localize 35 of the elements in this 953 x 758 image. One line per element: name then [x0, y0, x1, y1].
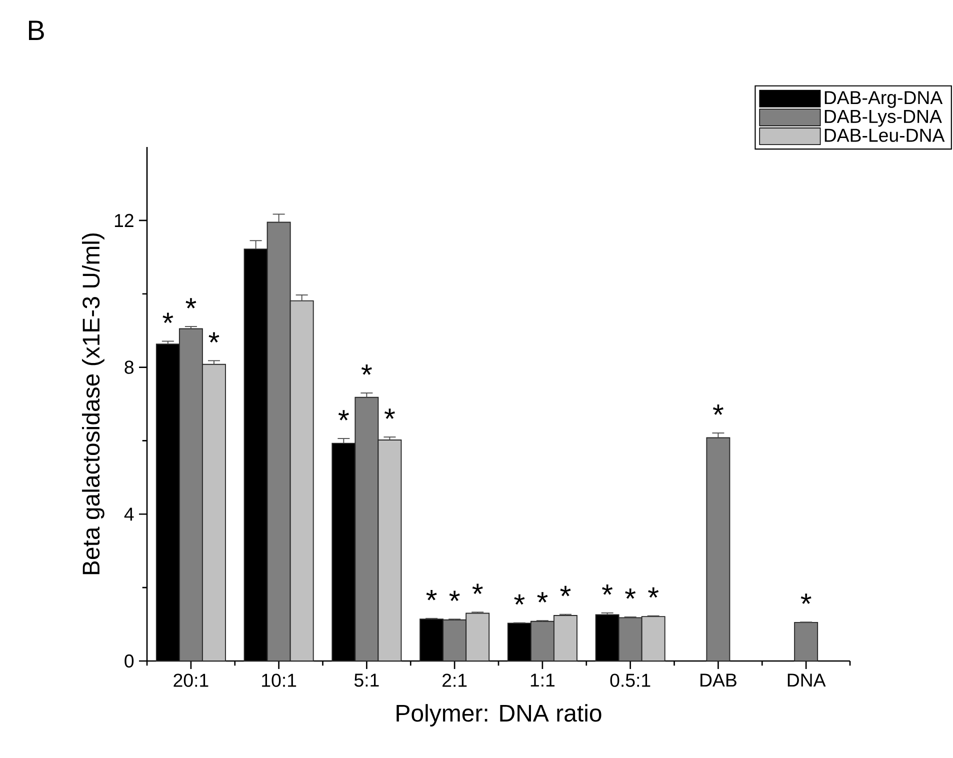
- data-label: *: [602, 584, 613, 595]
- data-label: *: [338, 410, 349, 420]
- data-label: *: [514, 594, 525, 605]
- y-axis-title: Beta galactosidase (x1E-3 U/ml): [82, 233, 104, 574]
- x-tick-label: 1:1: [530, 674, 555, 687]
- x-tick-label: 0.5:1: [610, 674, 650, 687]
- data-label: *: [625, 588, 636, 599]
- data-label: *: [426, 590, 437, 600]
- x-tick-label: 20:1: [174, 674, 208, 687]
- chart-title: B: [29, 20, 44, 40]
- data-label: *: [186, 298, 196, 308]
- x-tick-label: 5:1: [354, 674, 379, 687]
- x-tick-label: DAB: [700, 674, 736, 687]
- legend-label: DAB-Arg-DNA: [824, 91, 943, 108]
- legend-label: DAB-Leu-DNA: [824, 128, 945, 142]
- data-label: *: [208, 332, 220, 343]
- x-axis-title: Polymer: DNA ratio: [396, 704, 602, 726]
- y-tick-label: 8: [124, 360, 134, 374]
- x-tick-label: DNA: [788, 674, 826, 687]
- data-label: *: [537, 592, 548, 602]
- y-tick-label: 12: [114, 214, 134, 227]
- x-tick-label: 10:1: [262, 674, 296, 687]
- data-label: *: [384, 408, 395, 419]
- data-label: *: [800, 594, 812, 604]
- data-label: *: [712, 404, 724, 415]
- legend-label: DAB-Lys-DNA: [824, 110, 942, 127]
- data-label: *: [449, 590, 460, 601]
- y-tick-label: 4: [124, 508, 134, 521]
- data-label: *: [560, 586, 571, 596]
- data-label: *: [162, 312, 174, 324]
- data-label: *: [472, 584, 483, 594]
- data-label: *: [361, 364, 372, 375]
- data-label: *: [648, 587, 659, 598]
- y-tick-label: 0: [124, 654, 134, 668]
- x-tick-label: 2:1: [442, 674, 467, 687]
